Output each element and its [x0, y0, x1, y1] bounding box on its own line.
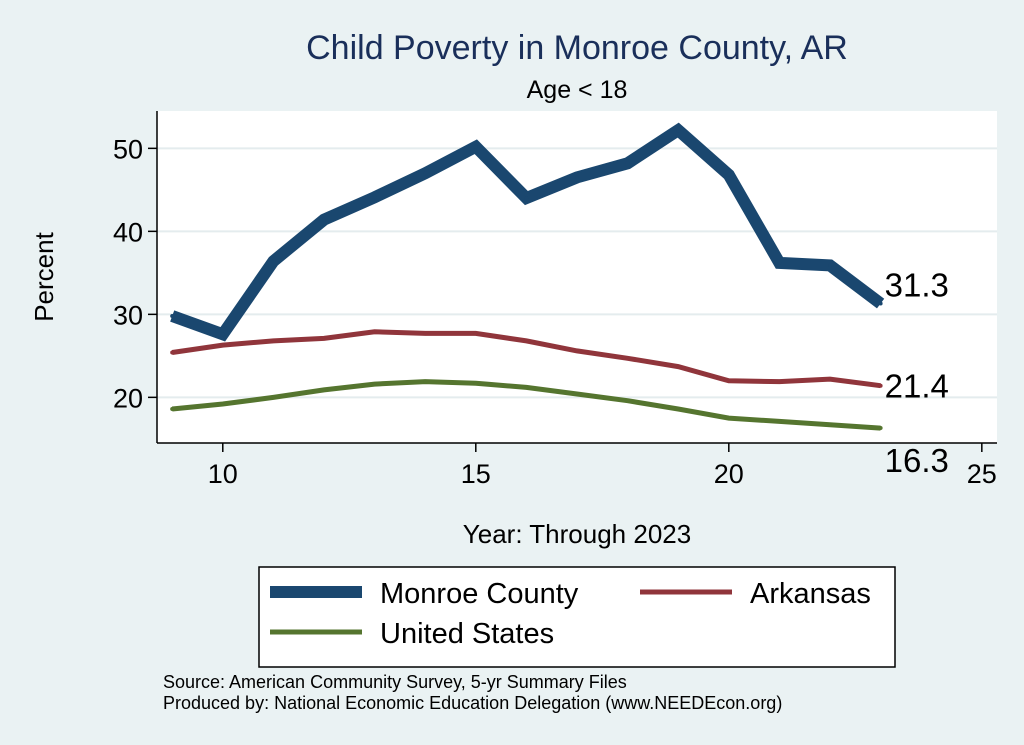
x-tick-label-15: 15: [461, 459, 491, 489]
data-point-arkansas-9: [625, 356, 630, 361]
data-point-monroe-county-11: [726, 172, 731, 177]
data-point-united-states-13: [828, 422, 833, 427]
data-point-arkansas-3: [321, 336, 326, 341]
data-point-monroe-county-13: [828, 263, 833, 268]
data-point-monroe-county-14: [878, 301, 883, 306]
y-tick-label-40: 40: [113, 217, 143, 247]
data-point-arkansas-6: [473, 331, 478, 336]
data-point-arkansas-11: [726, 378, 731, 383]
data-point-united-states-7: [524, 385, 529, 390]
data-point-arkansas-0: [170, 350, 175, 355]
data-point-united-states-2: [271, 395, 276, 400]
source-note: Source: American Community Survey, 5-yr …: [163, 672, 627, 692]
data-point-united-states-6: [473, 381, 478, 386]
data-point-monroe-county-10: [676, 128, 681, 133]
ticks: 20 30 40 50 10 15 20 25: [113, 134, 997, 489]
chart-title: Child Poverty in Monroe County, AR: [306, 29, 848, 67]
data-point-monroe-county-1: [220, 332, 225, 337]
y-tick-label-50: 50: [113, 134, 143, 164]
data-point-united-states-12: [777, 419, 782, 424]
data-point-united-states-3: [321, 387, 326, 392]
legend: Monroe County Arkansas United States: [258, 566, 896, 668]
data-point-monroe-county-9: [625, 161, 630, 166]
data-point-arkansas-13: [828, 377, 833, 382]
data-point-arkansas-10: [676, 364, 681, 369]
x-axis-label: Year: Through 2023: [463, 519, 691, 549]
data-point-arkansas-2: [271, 338, 276, 343]
data-point-arkansas-1: [220, 343, 225, 348]
data-point-united-states-9: [625, 398, 630, 403]
data-point-monroe-county-2: [271, 259, 276, 264]
data-point-arkansas-4: [372, 329, 377, 334]
produced-by-note: Produced by: National Economic Education…: [163, 693, 782, 713]
data-point-united-states-4: [372, 382, 377, 387]
data-point-monroe-county-8: [575, 175, 579, 180]
legend-label-united-states: United States: [380, 618, 554, 650]
legend-label-monroe-county: Monroe County: [380, 578, 579, 610]
y-tick-label-30: 30: [113, 300, 143, 330]
chart-subtitle: Age < 18: [527, 76, 628, 104]
legend-box: [258, 566, 896, 668]
series-lines: [170, 122, 885, 431]
data-point-united-states-14: [878, 426, 883, 431]
data-point-united-states-0: [170, 406, 175, 411]
data-point-monroe-county-4: [372, 195, 377, 200]
end-labels: 31.3 21.4 16.3: [885, 267, 949, 480]
data-point-monroe-county-0: [170, 314, 175, 319]
data-point-monroe-county-5: [423, 171, 428, 176]
end-label-monroe-county: 31.3: [885, 267, 949, 304]
data-point-monroe-county-12: [777, 260, 782, 265]
plot-area: [157, 111, 997, 443]
x-tick-label-20: 20: [714, 459, 744, 489]
legend-label-arkansas: Arkansas: [750, 578, 871, 610]
gridlines: [157, 147, 997, 399]
data-point-united-states-10: [676, 406, 681, 411]
data-point-arkansas-7: [524, 338, 529, 343]
y-axis-label: Percent: [29, 231, 59, 321]
data-point-united-states-8: [575, 392, 579, 397]
data-point-monroe-county-7: [524, 196, 529, 201]
data-point-arkansas-14: [878, 383, 883, 388]
data-point-arkansas-5: [423, 331, 428, 336]
data-point-united-states-1: [220, 401, 225, 406]
end-label-arkansas: 21.4: [885, 368, 949, 405]
data-point-monroe-county-3: [321, 217, 326, 222]
data-point-arkansas-12: [777, 379, 782, 384]
data-point-arkansas-8: [575, 348, 579, 353]
data-point-monroe-county-6: [473, 144, 478, 149]
end-label-united-states: 16.3: [885, 442, 949, 479]
x-tick-label-10: 10: [208, 459, 238, 489]
x-tick-label-25: 25: [967, 459, 997, 489]
data-point-united-states-11: [726, 416, 731, 421]
y-tick-label-20: 20: [113, 383, 143, 413]
data-point-united-states-5: [423, 379, 428, 384]
